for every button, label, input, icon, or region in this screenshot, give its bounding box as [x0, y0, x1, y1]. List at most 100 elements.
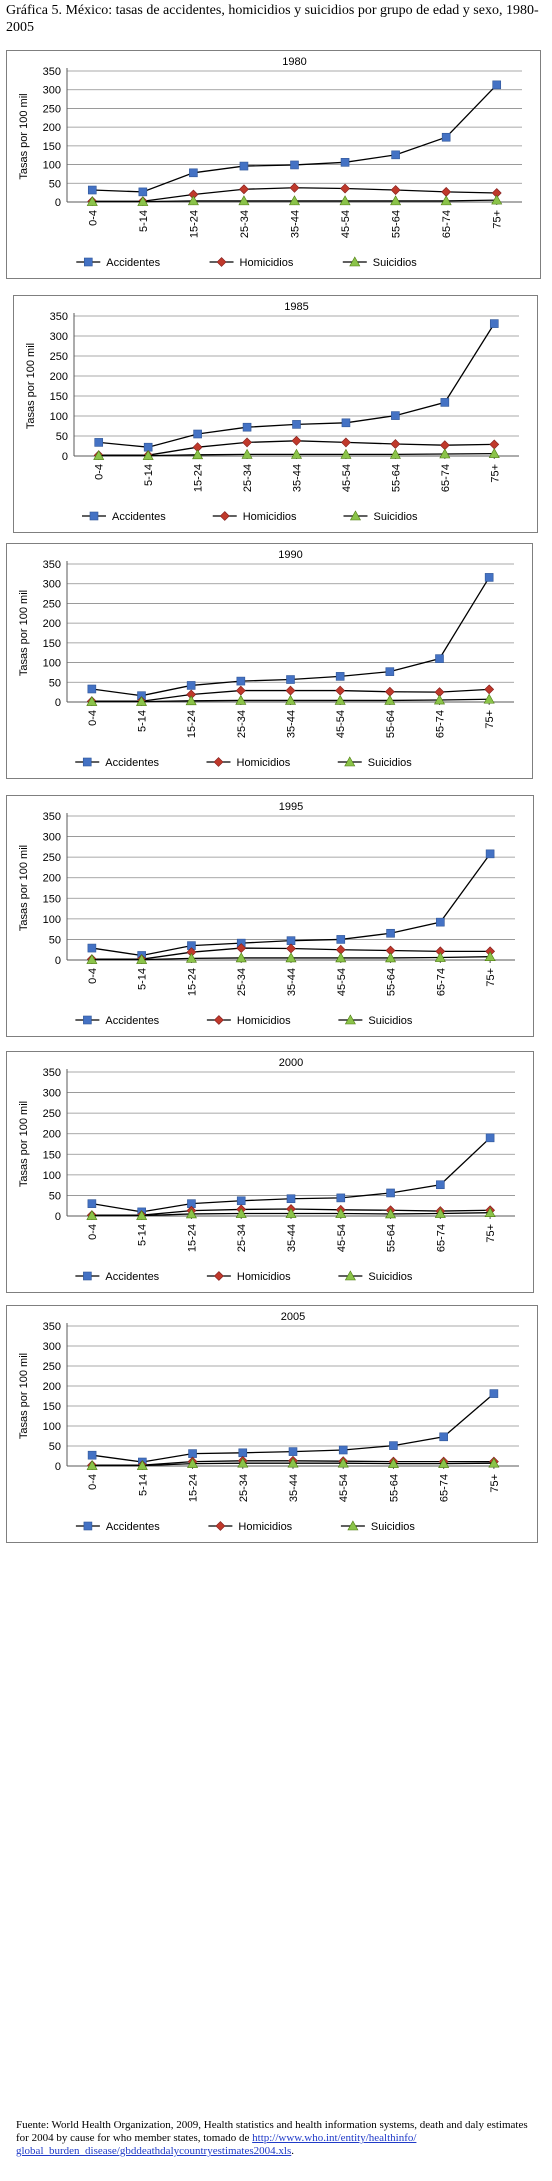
x-tick-label: 65-74 — [435, 968, 447, 996]
y-tick-label: 100 — [43, 1170, 61, 1182]
y-axis-label: Tasas por 100 mil — [18, 93, 30, 179]
y-tick-label: 250 — [43, 852, 61, 864]
y-axis-label: Tasas por 100 mil — [25, 343, 37, 429]
y-tick-label: 350 — [50, 311, 68, 323]
series-suicidios — [86, 1207, 496, 1220]
legend-label: Homicidios — [237, 1271, 291, 1283]
point-homicidios — [441, 186, 452, 197]
point-suicidios — [290, 448, 303, 459]
legend-label: Homicidios — [238, 1521, 292, 1533]
point-homicidios — [390, 185, 401, 195]
point-accidentes — [87, 1199, 97, 1208]
y-tick-label: 50 — [49, 178, 61, 190]
source-link[interactable]: http://www.who.int/entity/healthinfo/ gl… — [16, 2132, 417, 2157]
legend-label: Suicidios — [368, 1271, 413, 1283]
y-tick-label: 300 — [43, 1341, 61, 1353]
y-tick-label: 100 — [43, 160, 61, 172]
x-tick-label: 35-44 — [286, 710, 298, 738]
y-tick-label: 300 — [50, 331, 68, 343]
x-tick-label: 25-34 — [242, 464, 254, 492]
point-suicidios — [187, 195, 199, 206]
point-homicidios — [289, 182, 300, 193]
point-suicidios — [385, 952, 397, 963]
point-accidentes — [485, 1133, 495, 1143]
y-tick-label: 250 — [43, 598, 61, 610]
point-accidentes — [340, 158, 350, 167]
legend-label: Homicidios — [237, 1015, 291, 1027]
legend-marker — [216, 257, 227, 267]
point-accidentes — [435, 654, 444, 663]
y-tick-label: 200 — [43, 873, 61, 885]
source-link-suffix: . — [291, 2145, 294, 2157]
legend-marker — [213, 1015, 224, 1025]
point-accidentes — [440, 398, 450, 407]
point-accidentes — [288, 1447, 298, 1456]
point-accidentes — [138, 187, 148, 197]
y-tick-label: 300 — [43, 85, 61, 97]
x-tick-label: 65-74 — [435, 710, 447, 738]
point-suicidios — [135, 695, 148, 706]
x-tick-label: 65-74 — [435, 1224, 447, 1252]
legend-marker — [349, 256, 361, 267]
y-tick-label: 0 — [55, 1211, 61, 1223]
x-tick-label: 15-24 — [186, 1224, 198, 1252]
point-homicidios — [291, 435, 302, 446]
legend-label: Accidentes — [105, 1271, 159, 1283]
legend: Accidentes Homicidios Suicidios — [75, 756, 412, 769]
point-homicidios — [390, 439, 401, 449]
point-accidentes — [87, 1450, 97, 1460]
y-tick-label: 50 — [49, 677, 61, 689]
x-tick-label: 55-64 — [385, 710, 397, 738]
x-tick-label: 25-34 — [236, 710, 248, 738]
point-suicidios — [142, 449, 154, 460]
x-tick-label: 55-64 — [386, 968, 398, 996]
chart-title: 2005 — [281, 1311, 305, 1323]
x-tick-label: 5-14 — [143, 464, 155, 486]
point-suicidios — [235, 1207, 247, 1218]
y-tick-label: 350 — [43, 1067, 61, 1079]
x-tick-label: 25-34 — [236, 968, 248, 996]
y-tick-label: 250 — [50, 351, 68, 363]
y-tick-label: 200 — [43, 1129, 61, 1141]
chart-1995: 1995 0 50 100 150 200 250 300 350 Tasas por 100 m… — [18, 801, 515, 1027]
point-accidentes — [492, 80, 502, 90]
point-suicidios — [434, 1207, 446, 1218]
point-accidentes — [385, 667, 395, 676]
point-suicidios — [93, 449, 105, 460]
x-tick-label: 55-64 — [390, 464, 402, 492]
y-tick-label: 50 — [49, 1190, 61, 1202]
x-tick-label: 5-14 — [138, 210, 150, 232]
point-homicidios — [439, 440, 450, 451]
x-tick-label: 0-4 — [87, 710, 99, 726]
point-accidentes — [87, 185, 97, 195]
legend-label: Accidentes — [105, 1015, 159, 1027]
y-tick-label: 200 — [43, 1381, 61, 1393]
point-accidentes — [189, 168, 198, 178]
y-tick-label: 50 — [49, 1441, 61, 1453]
x-tick-label: 45-54 — [340, 210, 352, 238]
point-accidentes — [436, 1180, 445, 1190]
point-accidentes — [336, 1193, 346, 1203]
chart-2005: 2005 0 50 100 150 200 250 300 350 Tasas por 100 m… — [18, 1311, 519, 1533]
point-suicidios — [484, 951, 496, 962]
x-tick-label: 45-54 — [336, 968, 348, 996]
point-suicidios — [384, 694, 396, 705]
x-tick-label: 35-44 — [286, 968, 298, 996]
point-accidentes — [391, 150, 400, 160]
x-tick-label: 65-74 — [440, 464, 452, 492]
x-tick-label: 5-14 — [137, 1224, 149, 1246]
x-tick-label: 15-24 — [188, 1474, 200, 1502]
x-tick-label: 35-44 — [292, 464, 304, 492]
x-tick-label: 75+ — [489, 1474, 501, 1493]
point-accidentes — [341, 418, 351, 428]
chart-panel-1995: 1995 0 50 100 150 200 250 300 350 Tasas por 100 m… — [6, 795, 534, 1037]
point-suicidios — [288, 195, 301, 206]
point-suicidios — [389, 448, 401, 459]
x-tick-label: 5-14 — [137, 968, 149, 990]
point-suicidios — [187, 1457, 199, 1468]
point-homicidios — [340, 183, 350, 194]
point-accidentes — [193, 429, 202, 439]
point-homicidios — [335, 685, 346, 696]
legend-marker — [83, 1271, 92, 1281]
x-tick-label: 65-74 — [441, 210, 453, 238]
